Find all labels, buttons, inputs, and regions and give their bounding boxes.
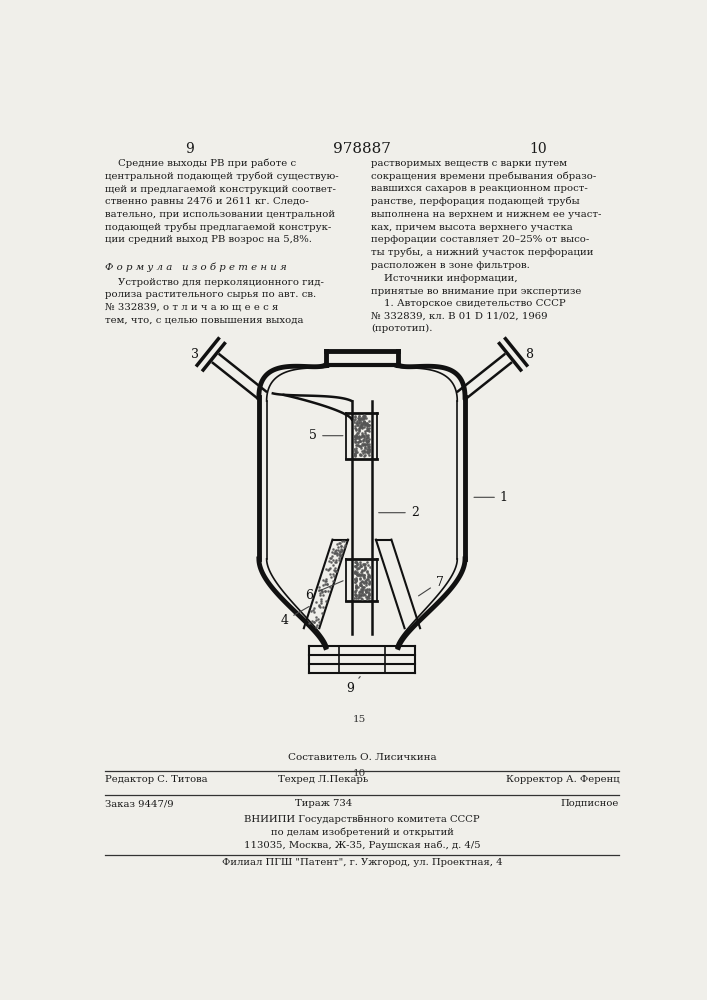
Text: Редактор С. Титова: Редактор С. Титова xyxy=(105,775,208,784)
Text: 9: 9 xyxy=(346,677,360,695)
Text: 7: 7 xyxy=(419,576,443,596)
Text: 15: 15 xyxy=(353,715,366,724)
Text: Источники информации,
принятые во внимание при экспертизе
    1. Авторское свиде: Источники информации, принятые во вниман… xyxy=(371,274,582,333)
Text: 978887: 978887 xyxy=(333,142,391,156)
Text: Средние выходы РВ при работе с
центральной подающей трубой существую-
щей и пред: Средние выходы РВ при работе с центральн… xyxy=(105,158,339,244)
Text: 2: 2 xyxy=(379,506,419,519)
Text: Составитель О. Лисичкина: Составитель О. Лисичкина xyxy=(288,753,436,762)
Text: Корректор А. Ференц: Корректор А. Ференц xyxy=(506,775,619,784)
Text: Филиал ПГШ "Патент", г. Ужгород, ул. Проектная, 4: Филиал ПГШ "Патент", г. Ужгород, ул. Про… xyxy=(221,858,502,867)
Text: 5: 5 xyxy=(356,815,363,824)
Text: 10: 10 xyxy=(529,142,547,156)
Text: Подписное: Подписное xyxy=(561,799,619,808)
Text: 4: 4 xyxy=(281,606,309,627)
Text: Заказ 9447/9: Заказ 9447/9 xyxy=(105,799,174,808)
Text: 10: 10 xyxy=(353,769,366,778)
Text: 9: 9 xyxy=(185,142,194,156)
Text: по делам изобретений и открытий: по делам изобретений и открытий xyxy=(271,828,453,837)
Text: 6: 6 xyxy=(305,581,343,602)
Text: Устройство для перколяционного гид-
ролиза растительного сырья по авт. св.
№ 332: Устройство для перколяционного гид- роли… xyxy=(105,278,325,324)
Text: 3: 3 xyxy=(191,348,199,361)
Text: Ф о р м у л а   и з о б р е т е н и я: Ф о р м у л а и з о б р е т е н и я xyxy=(105,262,287,272)
Text: 1: 1 xyxy=(474,491,508,504)
Text: 113035, Москва, Ж-35, Раушская наб., д. 4/5: 113035, Москва, Ж-35, Раушская наб., д. … xyxy=(244,841,480,850)
Text: 5: 5 xyxy=(309,429,343,442)
Text: Тираж 734: Тираж 734 xyxy=(295,799,352,808)
Text: Техред Л.Пекарь: Техред Л.Пекарь xyxy=(278,775,368,784)
Text: растворимых веществ с варки путем
сокращения времени пребывания образо-
вавшихся: растворимых веществ с варки путем сокращ… xyxy=(371,158,602,270)
Text: ВНИИПИ Государственного комитета СССР: ВНИИПИ Государственного комитета СССР xyxy=(244,815,480,824)
Text: 8: 8 xyxy=(525,348,533,361)
